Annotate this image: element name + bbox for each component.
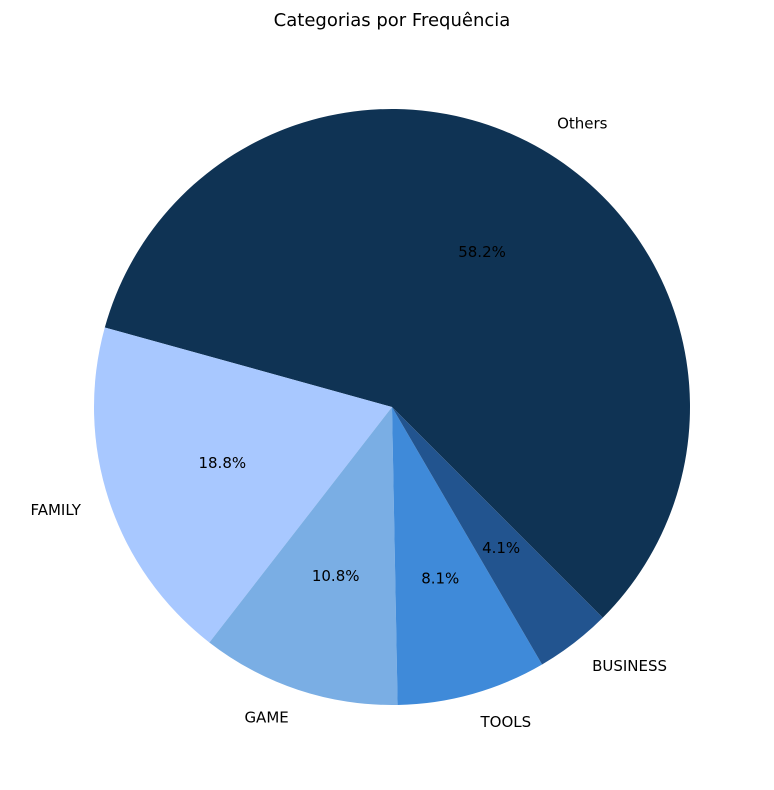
slice-label-game: GAME <box>244 709 288 727</box>
pie-slice-game <box>209 407 398 706</box>
slice-label-business: BUSINESS <box>592 657 667 675</box>
pie-slice-family <box>93 327 393 643</box>
pie-slice-tools <box>392 407 543 705</box>
pie-slices <box>93 109 690 706</box>
pie-slice-business <box>392 407 603 665</box>
slice-percent-game: 10.8% <box>312 567 360 585</box>
slice-percent-business: 4.1% <box>482 539 520 557</box>
slice-percent-others: 58.2% <box>458 243 506 261</box>
pie-labels: Others 58.2% FAMILY 18.8% GAME 10.8% TOOLS 8.1%… <box>30 114 667 731</box>
slice-percent-family: 18.8% <box>198 454 246 472</box>
pie-slice-others <box>104 109 690 618</box>
chart-title: Categorias por Frequência <box>274 10 511 31</box>
slice-label-others: Others <box>557 114 608 132</box>
slice-percent-tools: 8.1% <box>421 570 459 588</box>
slice-label-tools: TOOLS <box>479 713 531 731</box>
slice-label-family: FAMILY <box>30 501 81 519</box>
